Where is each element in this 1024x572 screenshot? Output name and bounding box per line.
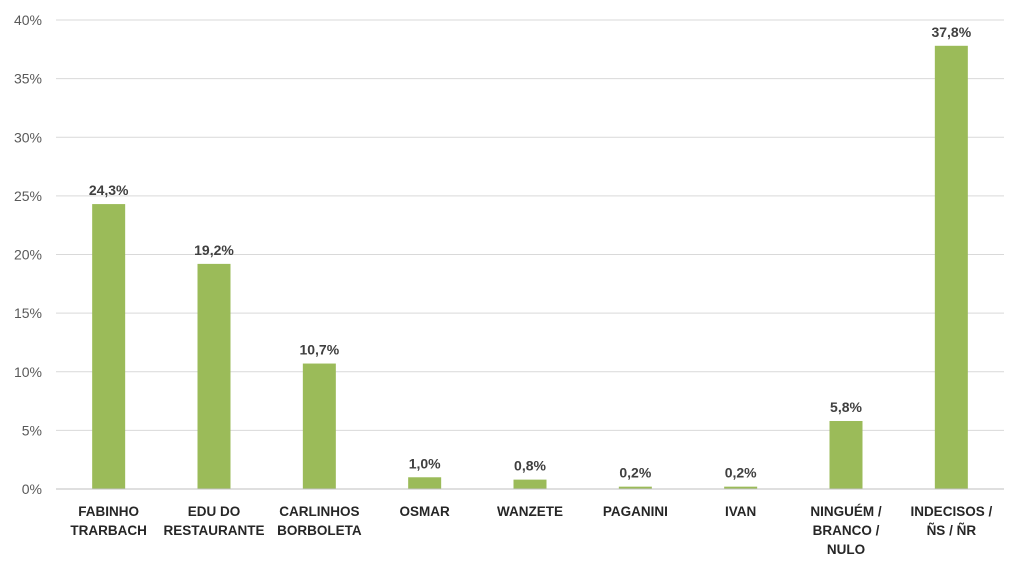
category-label: IVAN (725, 504, 756, 519)
data-label: 37,8% (931, 24, 971, 40)
category-label-line: CARLINHOS (279, 504, 359, 519)
bar (724, 486, 758, 489)
data-label: 10,7% (299, 342, 339, 358)
category-label: FABINHO TRARBACH (70, 504, 147, 538)
bar (829, 420, 863, 489)
y-tick-label: 0% (22, 481, 42, 497)
category-label-line: OSMAR (400, 504, 451, 519)
y-tick-label: 40% (14, 12, 42, 28)
category-label-line: ÑS / ÑR (927, 523, 977, 538)
category-label-line: NULO (827, 542, 865, 557)
category-label-line: TRARBACH (70, 523, 147, 538)
category-label-line: FABINHO (78, 504, 139, 519)
bars (92, 45, 968, 490)
data-label: 0,2% (725, 465, 757, 481)
bar (197, 263, 231, 489)
category-label: EDU DO RESTAURANTE (164, 504, 265, 538)
data-label: 24,3% (89, 182, 129, 198)
category-label-line: PAGANINI (603, 504, 668, 519)
y-tick-label: 20% (14, 247, 42, 263)
category-label: INDECISOS / ÑS / ÑR (910, 504, 992, 538)
category-label-line: EDU DO (188, 504, 241, 519)
category-label-line: BORBOLETA (277, 523, 362, 538)
data-label: 0,2% (619, 465, 651, 481)
category-label-line: NINGUÉM / (810, 504, 882, 519)
data-label: 5,8% (830, 399, 862, 415)
bar (302, 363, 336, 489)
category-label: NINGUÉM / BRANCO / NULO (810, 504, 882, 557)
category-label-line: INDECISOS / (910, 504, 992, 519)
category-label: CARLINHOS BORBOLETA (277, 504, 362, 538)
y-tick-label: 10% (14, 364, 42, 380)
data-label: 0,8% (514, 458, 546, 474)
y-tick-label: 5% (22, 422, 42, 438)
y-axis: 0% 5% 10% 15% 20% 25% 30% 35% 40% (14, 12, 42, 497)
bar (618, 486, 652, 489)
bar (408, 477, 442, 489)
category-label-line: IVAN (725, 504, 756, 519)
y-tick-label: 30% (14, 129, 42, 145)
y-tick-label: 35% (14, 71, 42, 87)
y-tick-label: 15% (14, 305, 42, 321)
category-label-line: WANZETE (497, 504, 563, 519)
category-label: OSMAR (400, 504, 451, 519)
y-tick-label: 25% (14, 188, 42, 204)
data-label: 19,2% (194, 242, 234, 258)
bar (92, 204, 126, 489)
category-label: PAGANINI (603, 504, 668, 519)
data-labels: 24,3% 19,2% 10,7% 1,0% 0,8% 0,2% 0,2% 5,8% 37,8% (89, 24, 972, 481)
bar (513, 479, 547, 489)
category-label: WANZETE (497, 504, 563, 519)
category-label-line: RESTAURANTE (164, 523, 265, 538)
x-axis: FABINHO TRARBACH EDU DO RESTAURANTE CARLINHO… (56, 488, 1004, 557)
bar (934, 45, 968, 490)
data-label: 1,0% (409, 455, 441, 471)
category-label-line: BRANCO / (813, 523, 880, 538)
